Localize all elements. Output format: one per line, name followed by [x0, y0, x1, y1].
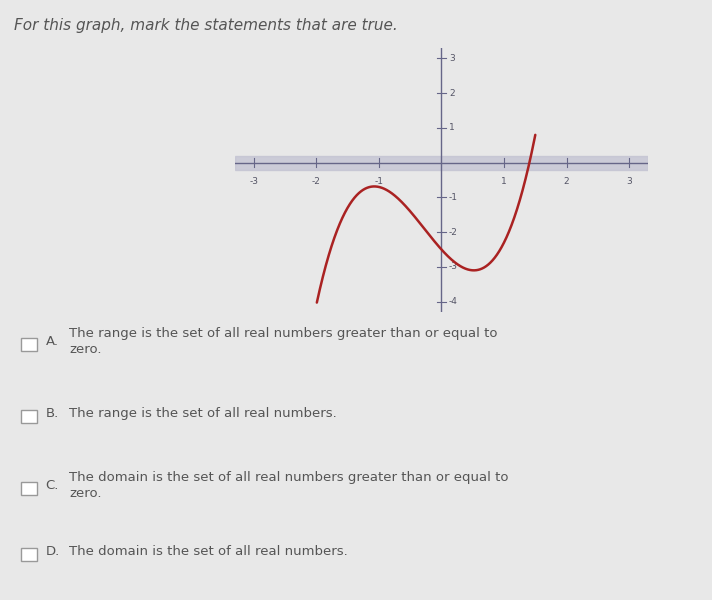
Text: B.: B.	[46, 407, 59, 420]
Text: The range is the set of all real numbers greater than or equal to
zero.: The range is the set of all real numbers…	[69, 327, 498, 356]
Text: -2: -2	[449, 227, 458, 236]
Text: -1: -1	[375, 176, 383, 185]
Text: -1: -1	[449, 193, 458, 202]
Text: The domain is the set of all real numbers.: The domain is the set of all real number…	[69, 545, 348, 558]
Text: 3: 3	[449, 54, 455, 63]
Text: For this graph, mark the statements that are true.: For this graph, mark the statements that…	[14, 18, 398, 33]
Text: 3: 3	[627, 176, 632, 185]
Bar	[21, 338, 37, 351]
Bar	[21, 482, 37, 495]
Text: -3: -3	[449, 262, 458, 271]
Text: 2: 2	[564, 176, 570, 185]
Text: D.: D.	[46, 545, 60, 558]
Text: 1: 1	[449, 124, 455, 133]
Text: -3: -3	[249, 176, 258, 185]
Bar	[235, 155, 648, 170]
Text: 1: 1	[501, 176, 507, 185]
Bar	[21, 410, 37, 423]
Text: -2: -2	[312, 176, 320, 185]
Text: The domain is the set of all real numbers greater than or equal to
zero.: The domain is the set of all real number…	[69, 471, 508, 500]
Bar	[21, 548, 37, 561]
Text: 2: 2	[449, 89, 454, 98]
Text: A.: A.	[46, 335, 58, 348]
Text: C.: C.	[46, 479, 59, 492]
Text: The range is the set of all real numbers.: The range is the set of all real numbers…	[69, 407, 337, 420]
Text: -4: -4	[449, 297, 458, 306]
